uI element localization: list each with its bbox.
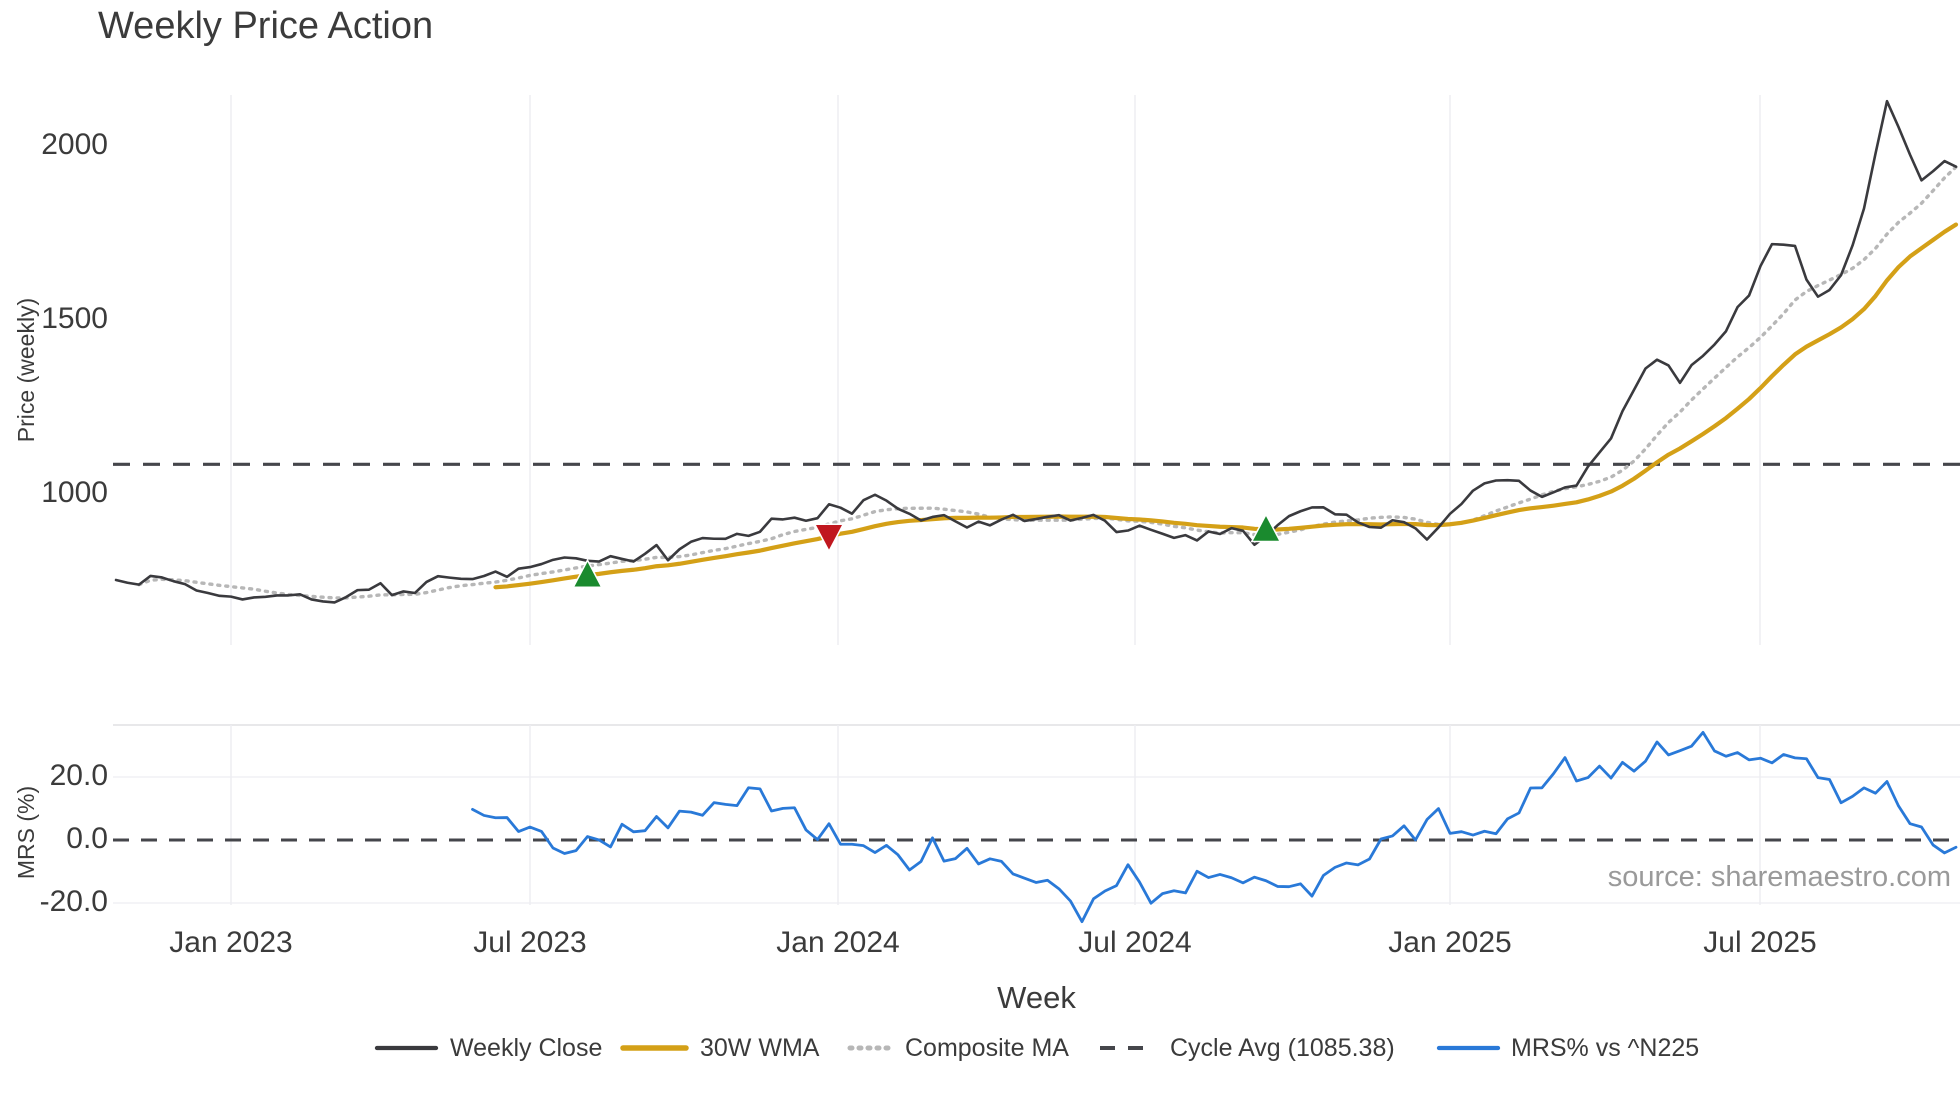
svg-text:Week: Week (997, 980, 1076, 1015)
svg-text:Weekly Price Action: Weekly Price Action (98, 5, 433, 47)
svg-text:2000: 2000 (41, 128, 108, 161)
svg-text:Composite MA: Composite MA (905, 1034, 1069, 1062)
svg-text:Cycle Avg (1085.38): Cycle Avg (1085.38) (1170, 1034, 1395, 1062)
svg-text:1500: 1500 (41, 302, 108, 335)
svg-text:MRS% vs ^N225: MRS% vs ^N225 (1511, 1034, 1699, 1062)
svg-text:Jan 2024: Jan 2024 (776, 926, 899, 959)
svg-text:1000: 1000 (41, 476, 108, 509)
svg-text:Jul 2025: Jul 2025 (1703, 926, 1816, 959)
svg-text:20.0: 20.0 (50, 759, 108, 792)
svg-text:-20.0: -20.0 (40, 885, 108, 918)
svg-text:30W WMA: 30W WMA (700, 1034, 820, 1062)
svg-text:Jan 2023: Jan 2023 (169, 926, 292, 959)
svg-text:Weekly Close: Weekly Close (450, 1034, 602, 1062)
svg-text:MRS (%): MRS (%) (13, 786, 39, 879)
svg-text:Price (weekly): Price (weekly) (13, 298, 39, 442)
svg-text:Jan 2025: Jan 2025 (1388, 926, 1511, 959)
svg-text:0.0: 0.0 (66, 822, 108, 855)
svg-text:source: sharemaestro.com: source: sharemaestro.com (1608, 861, 1951, 893)
svg-text:Jul 2024: Jul 2024 (1078, 926, 1191, 959)
svg-text:Jul 2023: Jul 2023 (473, 926, 586, 959)
